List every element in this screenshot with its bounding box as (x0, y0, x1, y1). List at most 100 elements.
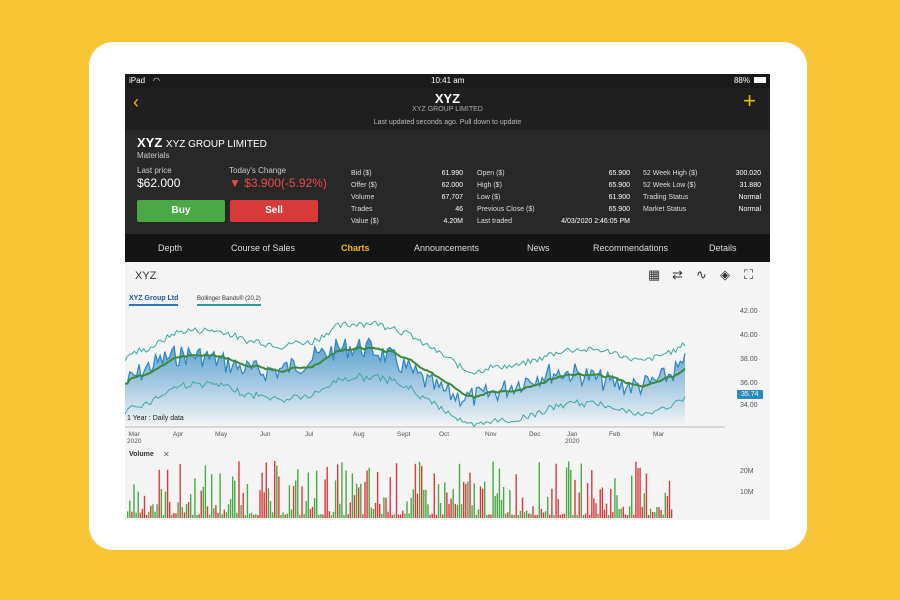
y-tick-label: 36.00 (740, 380, 758, 387)
tab-course-of-sales[interactable]: Course of Sales (231, 243, 296, 253)
stat-label: Offer ($) (351, 182, 377, 189)
volume-bar (547, 496, 549, 518)
volume-bar (376, 472, 379, 518)
calendar-icon[interactable]: ▦ (648, 267, 661, 282)
volume-bar (448, 504, 450, 518)
volume-bar (309, 509, 312, 518)
x-tick-label: Jan 2020 (565, 431, 580, 445)
volume-bar (616, 495, 618, 518)
stat-value: 65.900 (608, 182, 630, 189)
fullscreen-icon[interactable]: ⛶ (744, 267, 754, 282)
close-volume-icon[interactable]: ✕ (163, 450, 170, 459)
page-title: XYZ (434, 91, 461, 106)
stat-row: Offer ($) 62.000 (351, 182, 463, 194)
period-label: 1 Year : Daily data (127, 415, 184, 422)
volume-bar (171, 514, 173, 518)
volume-bar (322, 514, 324, 518)
volume-bar (290, 509, 293, 518)
line-chart-icon[interactable]: ∿ (696, 267, 707, 282)
x-tick-label: Mar 2020 (127, 431, 142, 445)
volume-bar (538, 462, 540, 518)
stat-value: 31.880 (739, 182, 761, 189)
volume-bar (267, 488, 270, 518)
volume-bar (355, 483, 358, 518)
layers-icon[interactable]: ◈ (720, 267, 730, 282)
volume-bar (397, 514, 400, 518)
price-chart[interactable] (125, 262, 770, 520)
volume-bar (311, 506, 314, 518)
volume-bar (586, 483, 589, 518)
compare-icon[interactable]: ⇄ (672, 267, 683, 282)
tab-charts[interactable]: Charts (341, 243, 370, 253)
stat-value: 4/03/2020 2:46:05 PM (561, 218, 630, 225)
volume-bar (259, 490, 261, 518)
last-price-label: Last price (137, 166, 172, 175)
volume-bar (477, 509, 480, 518)
volume-bar (658, 507, 660, 518)
sector: Materials (137, 151, 170, 160)
stat-label: Value ($) (351, 218, 379, 225)
legend-series[interactable]: XYZ Group Ltd (129, 295, 179, 306)
volume-bar (145, 515, 148, 518)
volume-bar (591, 470, 593, 518)
volume-bar (221, 514, 223, 518)
volume-bar (469, 472, 471, 518)
volume-bar (156, 504, 158, 518)
volume-bar (372, 509, 375, 518)
current-value-tag: 35.74 (737, 390, 763, 399)
volume-bar (129, 500, 131, 518)
tab-depth[interactable]: Depth (158, 243, 183, 253)
volume-bar (213, 508, 215, 518)
back-icon[interactable]: ‹ (133, 92, 139, 112)
x-tick-label: Apr (173, 431, 184, 438)
app-screen: iPad ◠ 10:41 am 88% ‹ XYZ XYZ GROUP LIMI… (125, 74, 770, 520)
volume-bar (521, 497, 524, 518)
volume-bar (664, 492, 666, 518)
x-tick-label: May (215, 431, 228, 438)
volume-bar (391, 515, 393, 518)
volume-bar (481, 488, 484, 518)
volume-bar (649, 508, 652, 518)
volume-bar (620, 508, 622, 518)
buy-button[interactable]: Buy (137, 200, 225, 222)
volume-bar (324, 479, 326, 518)
volume-bar (278, 476, 280, 518)
volume-bar (622, 506, 624, 518)
legend-indicator[interactable]: Bollinger Bands® (20,2) (197, 296, 261, 306)
volume-bar (544, 511, 547, 518)
price-area (125, 338, 685, 427)
tab-announcements[interactable]: Announcements (414, 243, 480, 253)
todays-change: ▼ $3.900(-5.92%) (229, 176, 327, 190)
volume-bar (494, 496, 496, 518)
stat-row: Previous Close ($) 65.900 (477, 206, 630, 218)
change-label: Today's Change (229, 166, 287, 175)
volume-bar (274, 461, 276, 518)
tab-news[interactable]: News (527, 243, 550, 253)
volume-bar (246, 484, 249, 518)
volume-bar (381, 513, 383, 518)
volume-bar (488, 514, 490, 518)
volume-bar (255, 514, 257, 518)
volume-bar (414, 463, 417, 518)
volume-bar (349, 502, 351, 518)
volume-bar (358, 487, 360, 518)
y-tick-label: 40.00 (740, 332, 758, 339)
volume-bar (227, 504, 230, 518)
volume-bar (559, 514, 561, 518)
volume-bar (242, 493, 244, 518)
tab-details[interactable]: Details (709, 243, 737, 253)
volume-bar (610, 488, 612, 518)
sell-button[interactable]: Sell (230, 200, 318, 222)
volume-bar (486, 515, 488, 518)
add-watchlist-icon[interactable]: + (743, 88, 756, 113)
volume-bar (597, 513, 599, 518)
tab-recommendations[interactable]: Recommendations (593, 243, 669, 253)
volume-bar (534, 515, 536, 518)
stat-value: Normal (738, 194, 761, 201)
volume-bar (334, 480, 337, 518)
volume-bar (257, 515, 259, 518)
volume-bar (498, 468, 501, 518)
volume-bar (316, 470, 318, 518)
stat-row: 52 Week High ($) 300.020 (643, 170, 761, 182)
volume-bar (351, 473, 354, 518)
